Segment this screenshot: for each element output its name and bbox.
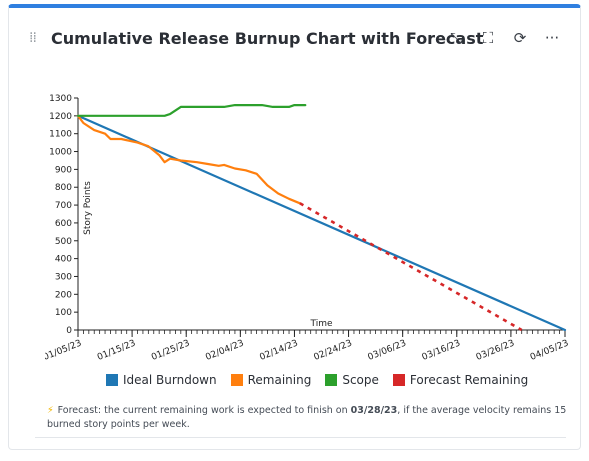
legend-item-forecast-remaining[interactable]: Forecast Remaining (392, 373, 529, 387)
x-tick-label: 04/05/23 (529, 339, 570, 363)
burnup-chart: 0 100 200 300 400 500 600 700 800 900 1000 1100 1200… (45, 94, 570, 363)
legend-swatch (230, 374, 243, 386)
chart-title: Cumulative Release Burnup Chart with For… (51, 29, 484, 48)
legend-label: Scope (342, 373, 379, 387)
legend-label: Ideal Burndown (123, 373, 217, 387)
series-line-forecast-remaining (299, 202, 523, 332)
divider (35, 437, 566, 438)
y-tick-label: 600 (55, 219, 72, 229)
y-tick-label: 1100 (49, 130, 72, 140)
y-tick-label: 500 (55, 237, 72, 247)
x-tick-label: 03/06/23 (367, 339, 408, 363)
legend-item-ideal-burndown[interactable]: Ideal Burndown (106, 373, 217, 387)
legend-swatch (106, 374, 118, 386)
forecast-note-suffix: , if the average velocity remains 15 bur… (47, 405, 567, 430)
fullscreen-icon[interactable]: ⛶ (482, 29, 494, 47)
x-tick-label: 01/25/23 (150, 339, 191, 363)
y-tick-label: 1300 (49, 94, 72, 104)
y-tick-label: 100 (55, 308, 72, 318)
y-tick-label: 1200 (49, 112, 72, 122)
legend-item-scope[interactable]: Scope (325, 373, 379, 387)
y-tick-label: 900 (55, 165, 72, 175)
forecast-note-prefix: Forecast: the current remaining work is … (57, 405, 351, 416)
legend-swatch (325, 374, 338, 386)
y-tick-label: 700 (55, 201, 72, 211)
more-icon[interactable]: ··· (544, 29, 560, 47)
series-line-scope (76, 104, 307, 117)
x-tick-label: 02/04/23 (204, 339, 245, 363)
forecast-date: 03/28/23 (350, 405, 398, 416)
series-line-remaining (76, 114, 301, 205)
card-toolbar: ⤡ ⛶ ⟳ ··· (446, 28, 562, 48)
legend-swatch (392, 374, 405, 386)
y-axis-title: Story Points (83, 181, 93, 235)
card-header: ⁞⁞ Cumulative Release Burnup Chart with … (9, 26, 580, 54)
x-axis-title: Time (309, 319, 332, 329)
series-line-ideal-burndown (76, 114, 567, 332)
x-tick-label: 02/24/23 (312, 339, 353, 363)
x-tick-label: 03/26/23 (475, 339, 516, 363)
y-tick-label: 800 (55, 183, 72, 193)
y-tick-label: 200 (55, 290, 72, 300)
drag-handle-icon[interactable]: ⁞⁞ (29, 30, 37, 46)
x-tick-label: 01/05/23 (45, 339, 83, 363)
chart-card: ⁞⁞ Cumulative Release Burnup Chart with … (8, 4, 581, 450)
y-tick-label: 400 (55, 255, 72, 265)
refresh-icon[interactable]: ⟳ (513, 29, 527, 47)
legend-item-remaining[interactable]: Remaining (230, 373, 312, 387)
forecast-note: ⚡ Forecast: the current remaining work is… (47, 404, 567, 432)
x-tick-label: 01/15/23 (96, 339, 137, 363)
lightning-icon: ⚡ (47, 405, 54, 416)
legend-label: Remaining (247, 373, 312, 387)
chart-legend: Ideal Burndown Remaining Scope Forecast … (106, 373, 528, 387)
x-tick-label: 03/16/23 (421, 339, 462, 363)
y-tick-label: 300 (55, 272, 72, 282)
collapse-icon[interactable]: ⤡ (449, 29, 462, 47)
y-tick-label: 0 (66, 326, 72, 336)
x-tick-label: 02/14/23 (258, 339, 299, 363)
y-tick-label: 1000 (49, 148, 72, 158)
legend-label: Forecast Remaining (409, 373, 529, 387)
